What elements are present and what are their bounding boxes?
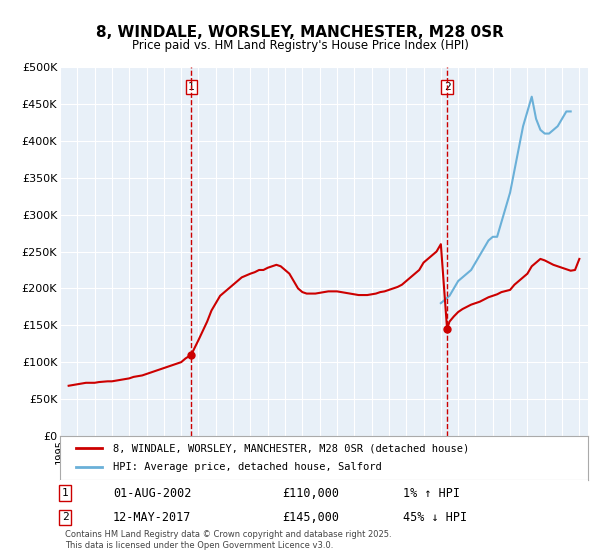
Text: 8, WINDALE, WORSLEY, MANCHESTER, M28 0SR: 8, WINDALE, WORSLEY, MANCHESTER, M28 0SR (96, 25, 504, 40)
Text: 2: 2 (444, 82, 451, 92)
Text: Contains HM Land Registry data © Crown copyright and database right 2025.
This d: Contains HM Land Registry data © Crown c… (65, 530, 392, 549)
Text: HPI: Average price, detached house, Salford: HPI: Average price, detached house, Salf… (113, 463, 382, 473)
Text: 45% ↓ HPI: 45% ↓ HPI (403, 511, 467, 524)
Text: £110,000: £110,000 (282, 487, 339, 500)
Text: 2: 2 (62, 512, 68, 522)
Text: 1: 1 (62, 488, 68, 498)
Text: 1% ↑ HPI: 1% ↑ HPI (403, 487, 460, 500)
Text: 01-AUG-2002: 01-AUG-2002 (113, 487, 191, 500)
Text: 12-MAY-2017: 12-MAY-2017 (113, 511, 191, 524)
Text: Price paid vs. HM Land Registry's House Price Index (HPI): Price paid vs. HM Land Registry's House … (131, 39, 469, 52)
Text: £145,000: £145,000 (282, 511, 339, 524)
Text: 8, WINDALE, WORSLEY, MANCHESTER, M28 0SR (detached house): 8, WINDALE, WORSLEY, MANCHESTER, M28 0SR… (113, 443, 469, 453)
Text: 1: 1 (188, 82, 194, 92)
